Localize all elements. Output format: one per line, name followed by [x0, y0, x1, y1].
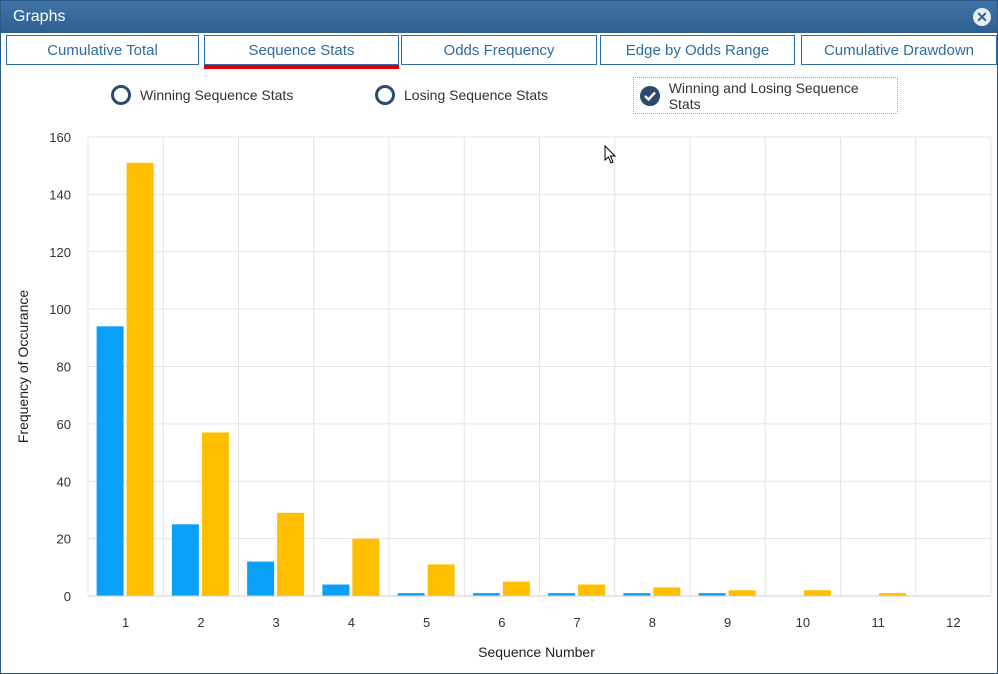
losing-bar — [578, 584, 606, 596]
tab-cumulative-drawdown[interactable]: Cumulative Drawdown — [801, 35, 997, 65]
mouse-pointer-icon — [604, 145, 617, 164]
tab-odds-frequency[interactable]: Odds Frequency — [401, 35, 597, 65]
y-tick-label: 80 — [57, 360, 71, 375]
y-tick-label: 40 — [57, 474, 71, 489]
radio-group: Winning Sequence Stats Losing Sequence S… — [1, 77, 997, 117]
radio-label: Winning and Losing Sequence Stats — [668, 79, 859, 112]
checkmark-icon — [640, 85, 660, 106]
radio-unchecked-icon — [375, 85, 395, 105]
x-tick-label: 5 — [423, 615, 430, 630]
winning-bar — [623, 593, 651, 596]
winning-bar — [548, 593, 576, 596]
y-tick-label: 60 — [57, 417, 71, 432]
x-axis-title: Sequence Number — [478, 644, 595, 660]
y-tick-label: 0 — [64, 589, 71, 604]
losing-bar — [803, 590, 831, 596]
tab-sequence-stats[interactable]: Sequence Stats — [204, 35, 399, 65]
losing-bar — [126, 162, 154, 596]
winning-bar — [322, 584, 350, 596]
tab-bar: Cumulative Total Sequence Stats Odds Fre… — [5, 35, 997, 67]
radio-unchecked-icon — [111, 85, 131, 105]
losing-bar — [502, 581, 530, 596]
radio-label: Losing Sequence Stats — [404, 87, 548, 103]
x-tick-label: 12 — [946, 615, 960, 630]
sequence-stats-chart: 0 20 40 60 80 100 120 140 160 1 2 3 4 5 6 7 8 9 10 11 12 Sequ… — [1, 121, 997, 669]
losing-bar — [879, 593, 907, 596]
x-tick-label: 9 — [724, 615, 731, 630]
radio-label: Winning Sequence Stats — [140, 87, 294, 103]
winning-bar — [397, 593, 425, 596]
tab-edge-by-odds-range[interactable]: Edge by Odds Range — [600, 35, 795, 65]
radio-losing-sequence-stats[interactable]: Losing Sequence Stats — [375, 77, 548, 113]
losing-bar — [201, 432, 229, 596]
losing-bar — [728, 590, 756, 596]
losing-bar — [427, 564, 455, 596]
losing-bar — [352, 538, 380, 596]
x-tick-label: 2 — [197, 615, 204, 630]
x-tick-label: 10 — [796, 615, 810, 630]
y-tick-label: 140 — [49, 187, 71, 202]
y-tick-label: 120 — [49, 245, 71, 260]
x-tick-label: 3 — [273, 615, 280, 630]
x-tick-label: 6 — [498, 615, 505, 630]
losing-bar — [653, 587, 681, 596]
y-tick-label: 160 — [49, 130, 71, 145]
winning-bar — [247, 561, 275, 596]
radio-winning-sequence-stats[interactable]: Winning Sequence Stats — [111, 77, 293, 113]
x-tick-label: 11 — [871, 615, 885, 630]
active-tab-indicator — [204, 65, 399, 69]
x-tick-label: 4 — [348, 615, 355, 630]
winning-bar — [472, 593, 500, 596]
y-tick-label: 20 — [57, 532, 71, 547]
radio-winning-and-losing-sequence-stats[interactable]: Winning and Losing Sequence Stats — [633, 77, 898, 114]
y-axis-title: Frequency of Occurance — [15, 290, 31, 444]
losing-bar — [277, 512, 305, 596]
title-bar: Graphs ✕ — [1, 1, 997, 33]
window-title: Graphs — [13, 8, 66, 25]
winning-bar — [96, 326, 124, 596]
winning-bar — [171, 524, 199, 596]
x-tick-label: 1 — [122, 615, 129, 630]
close-icon[interactable]: ✕ — [973, 8, 991, 26]
y-tick-label: 100 — [49, 302, 71, 317]
x-tick-label: 7 — [574, 615, 581, 630]
winning-bar — [698, 593, 726, 596]
tab-cumulative-total[interactable]: Cumulative Total — [6, 35, 199, 65]
x-tick-label: 8 — [649, 615, 656, 630]
